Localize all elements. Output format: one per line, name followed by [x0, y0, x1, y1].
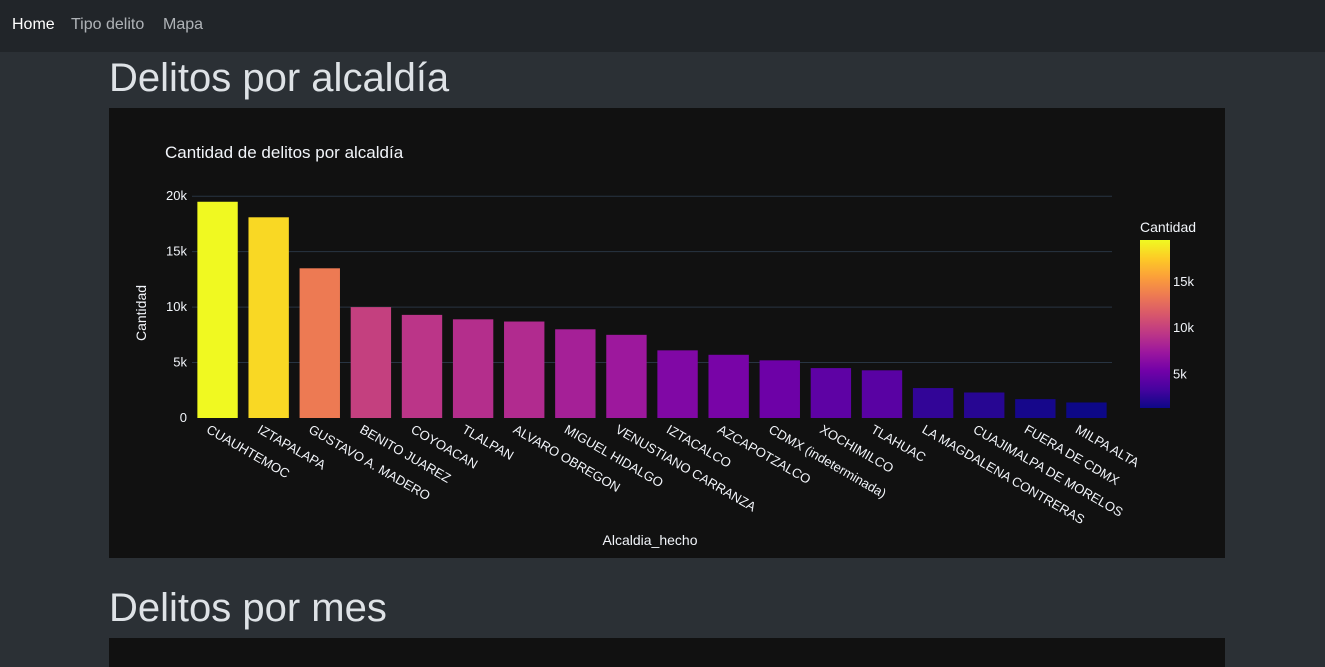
x-axis-title: Alcaldia_hecho	[603, 532, 698, 548]
section-title-alcaldia: Delitos por alcaldía	[109, 56, 450, 100]
y-tick-labels: 0 5k 10k 15k 20k	[166, 188, 187, 425]
bar	[1066, 402, 1107, 418]
nav-tipo-delito-link[interactable]: Tipo delito	[71, 16, 145, 33]
y-tick-label: 10k	[166, 299, 187, 314]
y-tick-label: 20k	[166, 188, 187, 203]
colorbar	[1140, 240, 1170, 408]
nav-home-link[interactable]: Home	[12, 16, 55, 33]
nav-mapa-link[interactable]: Mapa	[163, 16, 204, 33]
bar	[1015, 399, 1056, 418]
y-tick-label: 5k	[173, 355, 187, 370]
colorbar-tick-label: 15k	[1173, 274, 1194, 289]
colorbar-title: Cantidad	[1140, 219, 1196, 235]
bar	[401, 314, 443, 418]
bar	[861, 370, 903, 418]
grid-lines	[192, 195, 1112, 364]
bar	[657, 350, 698, 418]
colorbar-tick-label: 10k	[1173, 320, 1194, 335]
colorbar-tick-labels: 5k 10k 15k	[1173, 274, 1194, 382]
y-axis-title: Cantidad	[133, 285, 149, 341]
y-tick-label: 15k	[166, 244, 187, 259]
bar	[708, 354, 749, 418]
bar	[606, 334, 647, 418]
bar	[504, 321, 545, 418]
bar	[299, 268, 340, 418]
bar	[248, 217, 289, 418]
colorbar-tick-label: 5k	[1173, 367, 1187, 382]
bar-chart: Cantidad de delitos por alcaldía 0 5k 10k 1…	[133, 143, 1196, 548]
bar	[555, 329, 596, 418]
bar	[759, 360, 800, 418]
bar	[350, 307, 392, 418]
section-title-mes: Delitos por mes	[109, 586, 387, 630]
navbar: Home Tipo delito Mapa	[0, 0, 1325, 52]
bar	[964, 392, 1005, 418]
bar	[197, 201, 238, 418]
bar	[810, 368, 852, 418]
chart-panel-mes	[109, 638, 1225, 667]
bars	[197, 201, 1107, 418]
y-tick-label: 0	[180, 410, 187, 425]
bar	[912, 388, 954, 418]
chart-panel-alcaldia: Cantidad de delitos por alcaldía 0 5k 10k 1…	[109, 108, 1225, 558]
chart-title: Cantidad de delitos por alcaldía	[165, 143, 404, 162]
bar	[452, 319, 494, 418]
